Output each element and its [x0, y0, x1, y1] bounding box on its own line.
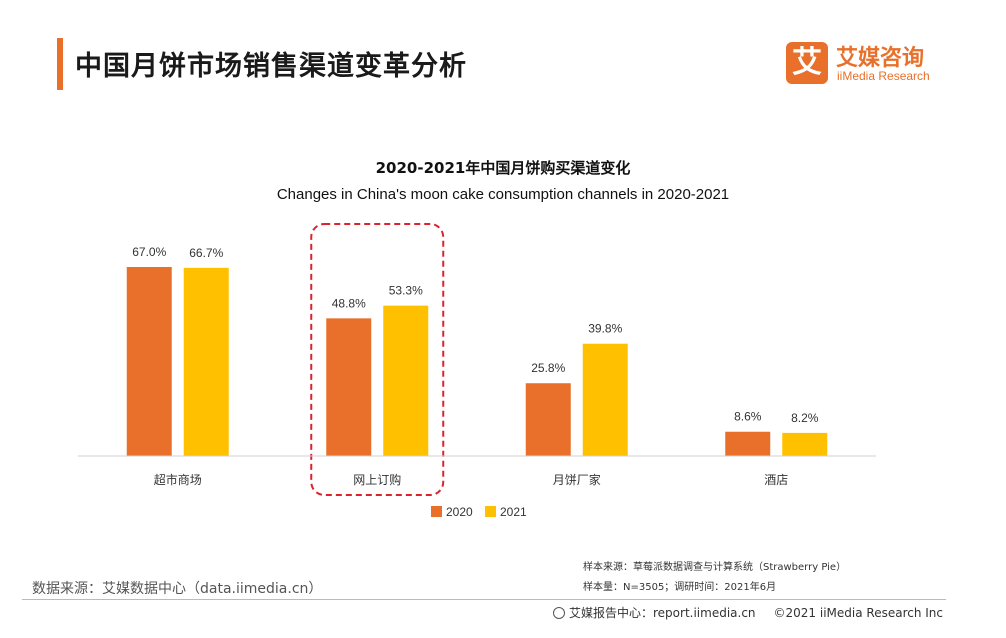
- legend-label: 2020: [446, 505, 473, 519]
- legend-swatch: [431, 506, 442, 517]
- bar: [725, 431, 771, 456]
- page-title: 中国月饼市场销售渠道变革分析: [75, 51, 467, 82]
- legend-label: 2021: [500, 505, 527, 519]
- chart-subtitle: Changes in China's moon cake consumption…: [276, 186, 730, 203]
- iimedia-logo: 艾 艾媒咨询 iiMedia Research: [786, 38, 956, 88]
- category-label: 网上订购: [353, 472, 401, 487]
- data-label: 39.8%: [588, 322, 622, 336]
- sample-source-note: 样本来源：草莓派数据调查与计算系统（Strawberry Pie）: [583, 562, 847, 573]
- data-source: 数据来源：艾媒数据中心（data.iimedia.cn）: [32, 581, 323, 597]
- data-label: 25.8%: [531, 361, 565, 375]
- footer-credits: 艾媒报告中心：report.iimedia.cn ©2021 iiMedia R…: [553, 604, 943, 621]
- footer-divider: [22, 599, 946, 600]
- report-center-link[interactable]: 艾媒报告中心：report.iimedia.cn: [569, 606, 756, 620]
- chart-title: 2020-2021年中国月饼购买渠道变化: [375, 159, 631, 177]
- logo-mark-icon: 艾: [786, 42, 828, 84]
- data-label: 8.2%: [791, 411, 819, 425]
- bar: [326, 318, 372, 456]
- highlight-box: [310, 223, 445, 496]
- category-label: 超市商场: [154, 472, 202, 487]
- data-label: 8.6%: [734, 410, 762, 424]
- data-label: 53.3%: [389, 284, 423, 298]
- data-label: 66.7%: [189, 246, 223, 260]
- bar: [126, 267, 172, 456]
- legend-swatch: [485, 506, 496, 517]
- category-label: 月饼厂家: [553, 472, 601, 487]
- bar: [525, 383, 571, 456]
- sample-size-note: 样本量：N=3505；调研时间：2021年6月: [583, 582, 777, 593]
- report-center-icon: [553, 606, 565, 619]
- data-label: 48.8%: [332, 296, 366, 310]
- bar: [183, 267, 229, 456]
- category-label: 酒店: [764, 473, 788, 487]
- data-label: 67.0%: [132, 245, 166, 259]
- copyright-text: ©2021 iiMedia Research Inc: [773, 605, 944, 620]
- bar: [582, 343, 628, 456]
- logo-cn-text: 艾媒咨询: [836, 46, 925, 71]
- logo-en-text: iiMedia Research: [837, 69, 930, 83]
- bar: [782, 432, 828, 456]
- title-accent-bar: [57, 38, 63, 90]
- bar: [383, 305, 429, 456]
